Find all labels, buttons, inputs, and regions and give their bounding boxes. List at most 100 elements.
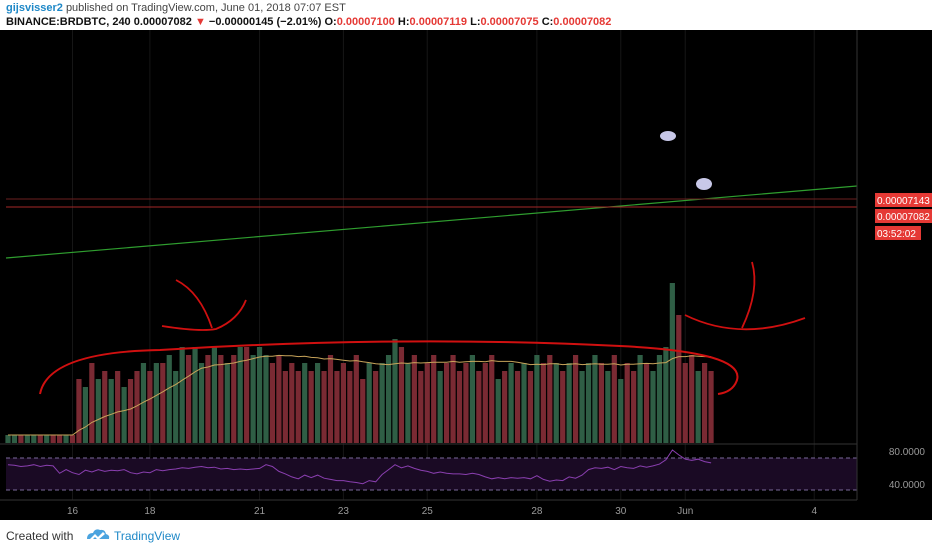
volume-bar	[315, 363, 321, 443]
volume-bar	[379, 363, 385, 443]
volume-bar	[166, 355, 172, 443]
close-label: C:	[541, 16, 554, 28]
volume-bar	[637, 355, 643, 443]
volume-bar	[385, 355, 392, 443]
volume-bar	[463, 363, 469, 443]
volume-bar	[224, 363, 230, 443]
volume-bar	[605, 371, 611, 443]
volume-bar	[424, 363, 430, 443]
volume-bar	[44, 435, 50, 443]
price-chart[interactable]: 0.000085000.000080000.000075000.00007000…	[0, 30, 932, 520]
volume-bar	[650, 371, 656, 443]
volume-bar	[489, 355, 495, 443]
volume-bar	[437, 371, 443, 443]
highlight-marker	[696, 178, 712, 190]
volume-bar	[63, 435, 69, 443]
volume-bar	[205, 355, 211, 443]
rsi-line	[7, 449, 712, 485]
volume-bar	[669, 283, 675, 443]
volume-bar	[611, 355, 617, 443]
volume-bar	[482, 363, 488, 443]
volume-bar	[566, 363, 572, 443]
volume-bar	[186, 355, 192, 443]
volume-bar	[231, 355, 237, 443]
tradingview-logo-icon[interactable]	[84, 526, 110, 544]
symbol-label[interactable]: BINANCE:BRDBTC, 240	[6, 16, 131, 28]
volume-bar	[31, 435, 37, 443]
volume-bar	[418, 371, 424, 443]
volume-bar	[508, 363, 514, 443]
volume-bar	[456, 371, 463, 443]
low-value: 0.00007075	[480, 16, 539, 28]
volume-bar	[708, 371, 714, 443]
volume-bar	[24, 435, 30, 443]
last-price: 0.00007082	[133, 16, 192, 28]
volume-bar	[469, 355, 475, 443]
annotation-stroke	[175, 279, 213, 329]
volume-bar	[373, 371, 379, 443]
high-label: H:	[397, 16, 410, 28]
volume-bar	[244, 347, 250, 443]
volume-bar	[76, 379, 82, 443]
volume-bar	[269, 363, 276, 443]
volume-bar	[663, 347, 669, 443]
volume-bar	[689, 355, 695, 443]
volume-bar	[502, 371, 508, 443]
rsi-band	[6, 458, 857, 490]
price-tag-label: 03:52:02	[877, 229, 916, 240]
volume-bar	[18, 435, 24, 443]
x-tick-label: 30	[615, 506, 627, 517]
volume-bar	[431, 355, 437, 443]
volume-bar	[192, 347, 198, 443]
volume-bar	[334, 371, 340, 443]
ohlc-line: BINANCE:BRDBTC, 240 0.00007082 ▼ −0.0000…	[6, 16, 611, 28]
rsi-tick-label: 80.0000	[889, 447, 926, 458]
chart-panel[interactable]: 0.000085000.000080000.000075000.00007000…	[0, 30, 932, 520]
author-link[interactable]: gijsvisser2	[6, 2, 63, 14]
volume-bar	[211, 347, 217, 443]
close-value: 0.00007082	[553, 16, 612, 28]
volume-bar	[134, 371, 140, 443]
tradingview-brand[interactable]: TradingView	[114, 529, 181, 543]
price-tag-label: 0.00007143	[877, 196, 930, 207]
volume-bar	[115, 371, 121, 443]
price-change: −0.00000145 (−2.01%)	[208, 16, 322, 28]
x-tick-label: 28	[531, 506, 543, 517]
volume-bar	[353, 355, 359, 443]
annotation-bracket	[39, 340, 739, 395]
volume-bar	[153, 363, 159, 443]
open-label: O:	[324, 16, 337, 28]
volume-bar	[11, 435, 18, 443]
volume-bar	[127, 379, 134, 443]
volume-bar	[198, 363, 205, 443]
volume-bar	[250, 355, 256, 443]
publish-line: gijsvisser2 published on TradingView.com…	[6, 2, 346, 14]
volume-ma-line	[8, 354, 712, 436]
volume-bar	[495, 379, 501, 443]
volume-bar	[263, 355, 269, 443]
volume-bar	[553, 363, 559, 443]
open-value: 0.00007100	[336, 16, 395, 28]
volume-bar	[140, 363, 147, 443]
volume-bar	[57, 435, 63, 443]
volume-bar	[534, 355, 540, 443]
volume-bar	[682, 363, 688, 443]
volume-bar	[50, 435, 56, 443]
volume-bar	[5, 435, 11, 443]
volume-bar	[276, 355, 282, 443]
volume-bar	[547, 355, 553, 443]
volume-bar	[405, 363, 411, 443]
volume-bar	[308, 371, 314, 443]
volume-bar	[95, 379, 101, 443]
x-tick-label: 16	[67, 506, 79, 517]
volume-bar	[560, 371, 566, 443]
volume-bar	[366, 363, 372, 443]
x-tick-label: 18	[144, 506, 156, 517]
volume-bar	[282, 371, 288, 443]
volume-bar	[598, 363, 604, 443]
volume-bar	[147, 371, 153, 443]
price-tag-bg	[875, 193, 932, 207]
volume-bar	[237, 347, 243, 443]
volume-bar	[327, 355, 334, 443]
volume-bar	[340, 363, 346, 443]
